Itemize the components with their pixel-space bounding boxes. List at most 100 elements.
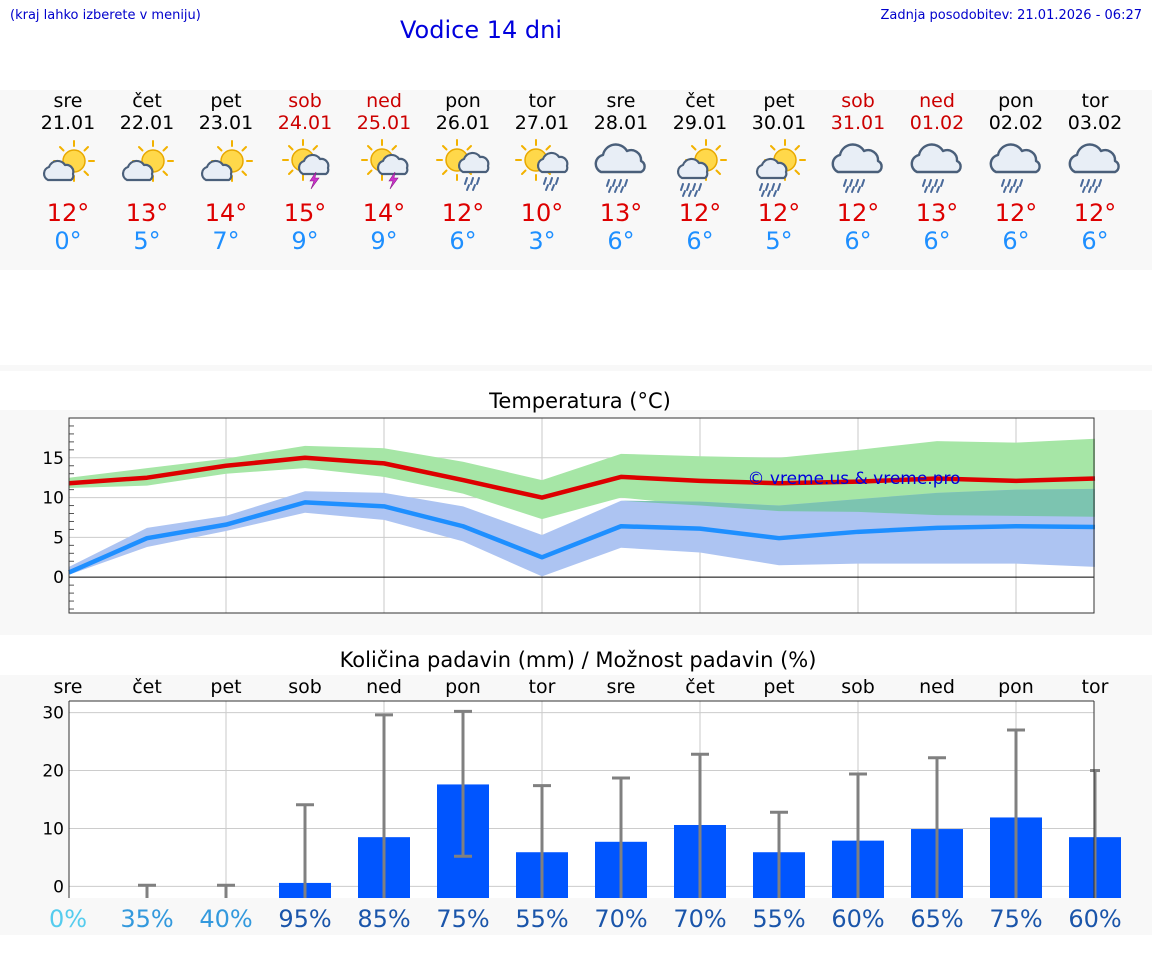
forecast-max-temp: 14° [205,199,248,227]
forecast-min-temp: 9° [370,227,397,255]
forecast-date: 01.02 [910,112,964,134]
forecast-max-temp: 10° [521,199,564,227]
forecast-day-name: sre [607,90,636,112]
forecast-date: 27.01 [515,112,569,134]
forecast-date: 25.01 [357,112,411,134]
precipitation-probability: 85% [357,905,410,933]
y-tick-label: 0 [53,568,64,588]
sun-rain-icon [437,140,488,190]
forecast-min-temp: 6° [449,227,476,255]
forecast-min-temp: 9° [291,227,318,255]
cloud-rain-icon [912,145,961,192]
precipitation-probability: 60% [831,905,884,933]
forecast-date: 22.01 [120,112,174,134]
precipitation-probability: 95% [278,905,331,933]
chart-watermark: © vreme.us & vreme.pro [747,469,960,489]
forecast-min-temp: 6° [1081,227,1108,255]
forecast-date: 03.02 [1068,112,1122,134]
sun-rain-icon [516,140,567,190]
x-category-label: čet [685,676,715,698]
forecast-min-temp: 5° [133,227,160,255]
forecast-max-temp: 12° [758,199,801,227]
precipitation-probability: 0% [49,905,87,933]
forecast-day-name: sob [841,90,875,112]
precipitation-probability: 35% [120,905,173,933]
min-temp-line [68,500,1096,575]
precipitation-probability: 75% [989,905,1042,933]
forecast-day-name: tor [1082,90,1109,112]
x-category-label: sob [841,676,875,698]
daily-forecast: sre21.0112°0°čet22.0113°5°pet23.0114°7°s… [41,90,1122,255]
forecast-min-temp: 5° [765,227,792,255]
sun-thunder-icon [362,140,407,189]
forecast-max-temp: 13° [916,199,959,227]
y-tick-label: 5 [53,528,64,548]
forecast-date: 26.01 [436,112,490,134]
forecast-day-name: ned [366,90,402,112]
x-category-label: tor [529,676,556,698]
precipitation-chart-title: Količina padavin (mm) / Možnost padavin … [340,648,817,672]
sun-cloud-icon [123,141,173,181]
forecast-max-temp: 12° [1074,199,1117,227]
forecast-strip-background [0,90,1152,270]
forecast-day-name: sob [288,90,322,112]
temperature-chart-title: Temperatura (°C) [488,389,671,413]
forecast-date: 02.02 [989,112,1043,134]
sun-thunder-icon [283,140,328,189]
forecast-min-temp: 7° [212,227,239,255]
forecast-date: 28.01 [594,112,648,134]
precipitation-probability: 55% [752,905,805,933]
sun-rain-heavy-icon [757,140,805,196]
temperature-chart: 0 5 10 15 [42,417,1096,614]
forecast-max-temp: 12° [679,199,722,227]
x-category-label: sre [607,676,636,698]
forecast-date: 30.01 [752,112,806,134]
forecast-max-temp: 14° [363,199,406,227]
forecast-day-name: pet [763,90,794,112]
y-tick-label: 20 [42,762,64,782]
x-category-label: ned [919,676,955,698]
precipitation-probability: 65% [910,905,963,933]
precipitation-probability: 70% [594,905,647,933]
forecast-date: 24.01 [278,112,332,134]
precipitation-probability: 75% [436,905,489,933]
x-category-label: tor [1082,676,1109,698]
sun-cloud-icon [202,141,252,181]
forecast-day-name: pon [445,90,481,112]
forecast-max-temp: 13° [600,199,643,227]
forecast-min-temp: 3° [528,227,555,255]
divider-band [0,365,1152,371]
precipitation-probability: 70% [673,905,726,933]
forecast-day-name: pon [998,90,1034,112]
plot-frame [68,417,1095,614]
cloud-rain-icon [596,145,645,192]
x-category-label: pon [998,676,1034,698]
y-tick-label: 15 [42,449,64,469]
cloud-rain-icon [1070,145,1119,192]
last-updated: Zadnja posodobitev: 21.01.2026 - 06:27 [880,8,1142,23]
sun-rain-heavy-icon [678,140,726,196]
y-tick-label: 10 [42,819,64,839]
location-menu-hint: (kraj lahko izberete v meniju) [10,8,201,23]
precipitation-probability: 40% [199,905,252,933]
y-tick-label: 30 [42,704,64,724]
forecast-day-name: čet [132,90,162,112]
page-title: Vodice 14 dni [400,16,563,44]
forecast-date: 29.01 [673,112,727,134]
forecast-min-temp: 6° [844,227,871,255]
cloud-rain-icon [833,145,882,192]
x-category-label: pet [763,676,794,698]
x-category-label: ned [366,676,402,698]
y-tick-label: 0 [53,877,64,897]
forecast-day-name: pet [210,90,241,112]
sun-cloud-icon [44,141,94,181]
forecast-min-temp: 0° [54,227,81,255]
precipitation-probability: 60% [1068,905,1121,933]
x-category-label: sob [288,676,322,698]
forecast-max-temp: 15° [284,199,327,227]
x-category-label: pet [210,676,241,698]
forecast-max-temp: 13° [126,199,169,227]
forecast-day-name: čet [685,90,715,112]
x-category-label: čet [132,676,162,698]
forecast-min-temp: 6° [607,227,634,255]
